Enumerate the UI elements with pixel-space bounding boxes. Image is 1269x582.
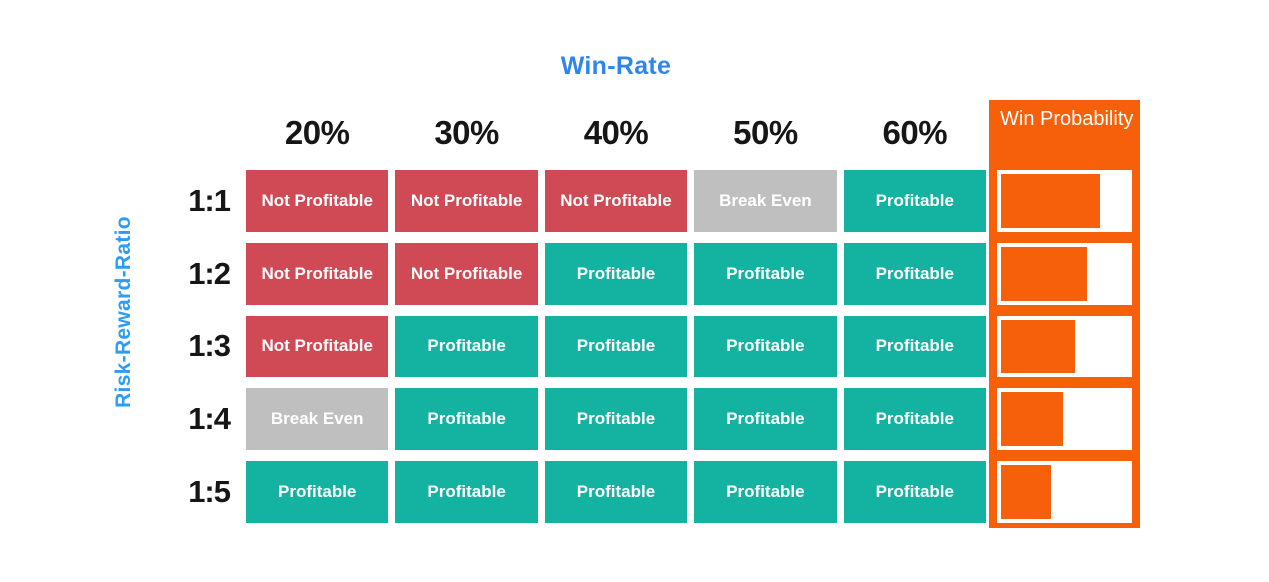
column-header-60: 60% [882, 114, 948, 151]
column-header-20: 20% [284, 114, 350, 151]
win-probability-bar-3 [1001, 319, 1075, 374]
column-header-40: 40% [583, 114, 649, 151]
matrix-cell-r4c3: Profitable [544, 388, 688, 451]
matrix-cell-r3c3: Profitable [544, 315, 688, 378]
row-label-1-3: 1:3 [188, 328, 231, 364]
matrix-cell-r4c5: Profitable [843, 388, 986, 451]
win-probability-bar-track-1 [997, 170, 1132, 232]
win-probability-bars [997, 170, 1132, 523]
matrix-cell-r3c5: Profitable [843, 315, 986, 378]
win-probability-bar-1 [1001, 174, 1101, 228]
row-label-1-1: 1:1 [188, 182, 231, 218]
column-header-50: 50% [733, 114, 798, 151]
chart-title: Win-Rate [560, 52, 672, 80]
win-probability-bar-track-4 [997, 388, 1132, 451]
matrix-cell-r1c2: Not Profitable [395, 170, 538, 232]
matrix-cell-r2c5: Profitable [843, 242, 986, 305]
risk-reward-row-labels: 1:1 1:2 1:3 1:4 1:5 [130, 170, 231, 523]
matrix-cell-r3c4: Profitable [694, 315, 837, 378]
win-probability-bar-5 [1001, 465, 1051, 519]
matrix-cell-r5c5: Profitable [843, 461, 986, 523]
matrix-cell-r4c2: Profitable [395, 388, 538, 451]
matrix-cell-r2c2: Not Profitable [395, 242, 538, 305]
win-probability-bar-track-5 [997, 461, 1132, 523]
matrix-cell-r4c1: Break Even [246, 388, 389, 451]
matrix-cell-r1c1: Not Profitable [246, 170, 389, 232]
matrix-cell-r1c4: Break Even [694, 170, 837, 232]
matrix-cell-r5c1: Profitable [246, 461, 389, 523]
matrix-cell-r3c2: Profitable [395, 315, 538, 378]
row-label-1-2: 1:2 [188, 255, 231, 291]
column-header-30: 30% [434, 114, 499, 151]
win-probability-bar-2 [1001, 246, 1088, 301]
win-rate-column-headers: 20% 30% 40% 50% 60% [246, 103, 986, 163]
matrix-cell-r5c4: Profitable [694, 461, 837, 523]
matrix-cell-r2c4: Profitable [694, 242, 837, 305]
matrix-cell-r5c2: Profitable [395, 461, 538, 523]
matrix-cell-r3c1: Not Profitable [246, 315, 389, 378]
matrix-cell-r1c5: Profitable [843, 170, 986, 232]
win-probability-title: Win Probability [1000, 108, 1134, 130]
row-label-1-4: 1:4 [188, 401, 231, 437]
profitability-matrix: Not Profitable Not Profitable Not Profit… [246, 170, 986, 523]
win-probability-panel: Win Probability [989, 100, 1140, 528]
matrix-cell-r1c3: Not Profitable [544, 170, 688, 232]
win-probability-bar-track-2 [997, 242, 1132, 305]
win-probability-bar-4 [1001, 392, 1064, 447]
row-label-1-5: 1:5 [188, 474, 231, 510]
matrix-cell-r2c1: Not Profitable [246, 242, 389, 305]
matrix-cell-r4c4: Profitable [694, 388, 837, 451]
win-probability-bar-track-3 [997, 315, 1132, 378]
matrix-cell-r5c3: Profitable [544, 461, 688, 523]
matrix-cell-r2c3: Profitable [544, 242, 688, 305]
